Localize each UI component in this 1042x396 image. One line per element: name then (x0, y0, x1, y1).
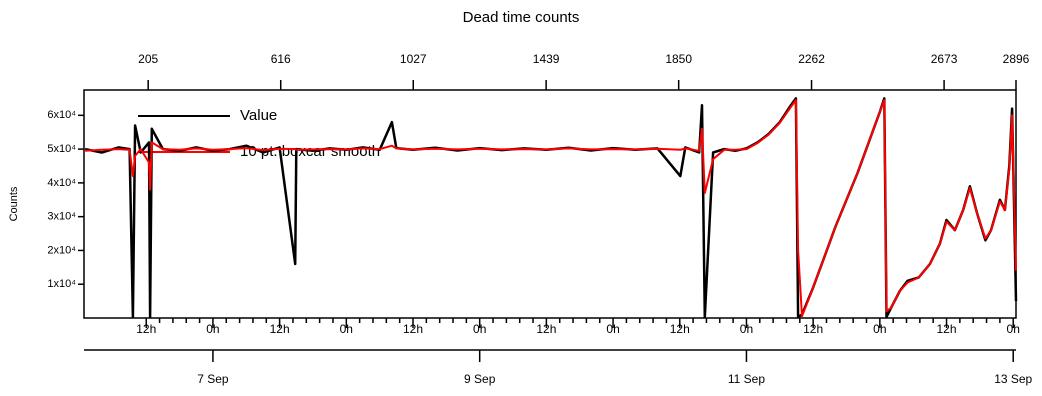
series-line (84, 97, 1018, 319)
y-tick-label: 1x10⁴ (47, 278, 76, 290)
date-tick-label: 9 Sep (464, 372, 496, 386)
x-tick-label: 12h (136, 322, 156, 336)
x-tick-label: 12h (270, 322, 290, 336)
x2-tick-label: 1439 (533, 52, 560, 66)
date-tick-label: 7 Sep (197, 372, 229, 386)
x-tick-label: 0h (740, 322, 753, 336)
y-axis-label: Counts (8, 186, 20, 221)
y-tick-label: 3x10⁴ (47, 211, 76, 223)
plot-frame (83, 89, 1017, 319)
x-tick-label: 0h (873, 322, 886, 336)
x-tick-label: 0h (1007, 322, 1020, 336)
x-tick-label: 12h (937, 322, 957, 336)
date-tick-label: 13 Sep (994, 372, 1032, 386)
x2-tick-label: 2262 (798, 52, 825, 66)
x2-tick-label: 2896 (1003, 52, 1030, 66)
legend-label: Value (240, 107, 277, 124)
x-tick-label: 12h (536, 322, 556, 336)
y-tick-label: 2x10⁴ (47, 244, 76, 256)
x2-tick-label: 1850 (665, 52, 692, 66)
y-tick-label: 6x10⁴ (47, 109, 76, 121)
x2-tick-label: 616 (271, 52, 291, 66)
chart-title: Dead time counts (463, 9, 580, 26)
y-tick-label: 5x10⁴ (47, 143, 76, 155)
x-tick-label: 0h (606, 322, 619, 336)
x-tick-label: 0h (340, 322, 353, 336)
x2-tick-label: 205 (138, 52, 158, 66)
x-tick-label: 0h (206, 322, 219, 336)
x2-tick-label: 2673 (931, 52, 958, 66)
x-tick-label: 12h (670, 322, 690, 336)
x-tick-label: 12h (803, 322, 823, 336)
x-tick-label: 12h (403, 322, 423, 336)
x-tick-label: 0h (473, 322, 486, 336)
x2-tick-label: 1027 (400, 52, 427, 66)
series-line (85, 99, 1017, 318)
y-tick-label: 4x10⁴ (47, 177, 76, 189)
date-tick-label: 11 Sep (728, 372, 765, 386)
